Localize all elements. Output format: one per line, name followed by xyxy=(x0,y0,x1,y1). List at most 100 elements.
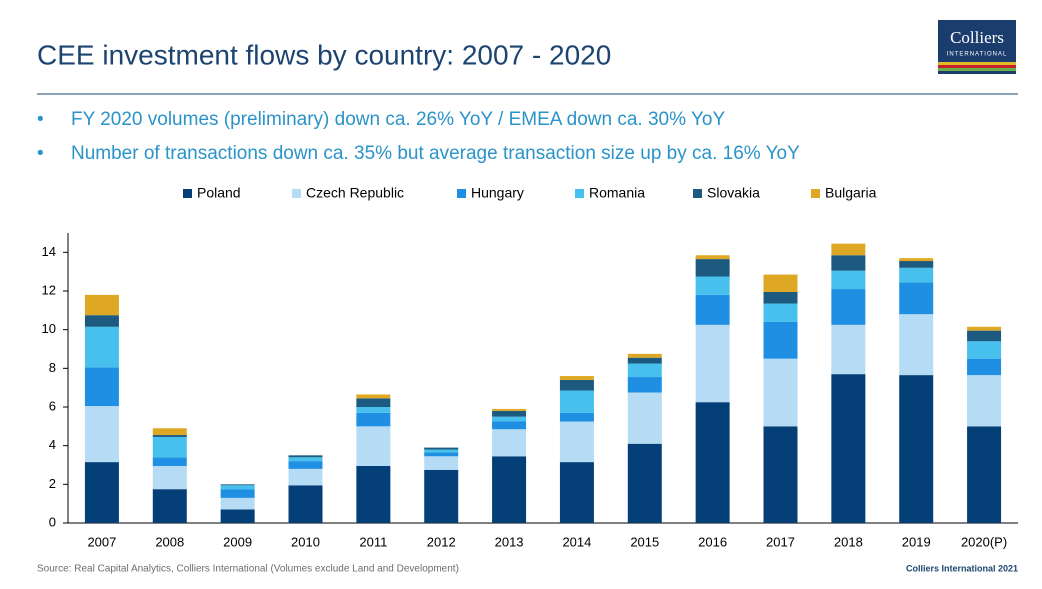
x-tick-label: 2015 xyxy=(630,534,659,549)
bar-segment xyxy=(695,402,730,523)
bar-segment xyxy=(695,324,730,403)
bar-segment xyxy=(424,452,459,457)
bar-segment xyxy=(288,461,323,469)
x-tick-label: 2010 xyxy=(291,534,320,549)
y-tick-label: 4 xyxy=(49,437,56,452)
bar-segment xyxy=(831,289,866,325)
y-tick-label: 2 xyxy=(49,476,56,491)
x-tick-label: 2017 xyxy=(766,534,795,549)
bar-segment xyxy=(627,443,662,523)
bar-segment xyxy=(288,485,323,523)
bar-segment xyxy=(356,465,391,523)
bar-segment xyxy=(152,428,187,436)
legend-label: Poland xyxy=(197,185,241,201)
y-tick-label: 0 xyxy=(49,514,56,529)
x-tick-label: 2011 xyxy=(359,534,387,549)
bar-segment xyxy=(356,398,391,407)
bar-segment xyxy=(967,330,1002,342)
legend-label: Bulgaria xyxy=(825,185,877,201)
logo: Colliers INTERNATIONAL xyxy=(938,20,1016,74)
bar-segment xyxy=(84,326,119,368)
bar-segment xyxy=(492,408,527,411)
slide-title: CEE investment flows by country: 2007 - … xyxy=(37,39,611,70)
source-note: Source: Real Capital Analytics, Colliers… xyxy=(37,564,459,575)
legend-swatch xyxy=(693,189,702,198)
legend-swatch xyxy=(457,189,466,198)
bar-segment xyxy=(84,462,119,523)
bar-segment xyxy=(695,259,730,277)
bar-segment xyxy=(220,509,255,523)
bar-segment xyxy=(84,367,119,407)
bar-segment xyxy=(559,379,594,391)
legend-swatch xyxy=(811,189,820,198)
bar-segment xyxy=(424,456,459,470)
bar-segment xyxy=(763,358,798,427)
bar-segment xyxy=(831,324,866,375)
x-tick-label: 2018 xyxy=(834,534,863,549)
legend-label: Slovakia xyxy=(707,185,760,201)
bullet-dot: • xyxy=(37,143,44,164)
logo-stripe xyxy=(938,62,1016,65)
y-tick-label: 10 xyxy=(42,321,56,336)
x-tick-label: 2009 xyxy=(223,534,252,549)
logo-subtext: INTERNATIONAL xyxy=(947,52,1008,58)
bar-segment xyxy=(84,315,119,327)
bar-segment xyxy=(899,261,934,268)
bar-segment xyxy=(899,282,934,315)
x-tick-label: 2012 xyxy=(427,534,456,549)
copyright: Colliers International 2021 xyxy=(906,563,1018,573)
bar-segment xyxy=(967,358,1002,376)
legend-label: Romania xyxy=(589,185,645,201)
bar-segment xyxy=(899,267,934,283)
legend-swatch xyxy=(183,189,192,198)
legend-swatch xyxy=(575,189,584,198)
bar-segment xyxy=(424,447,459,450)
bar-segment xyxy=(559,412,594,422)
bar-segment xyxy=(559,462,594,523)
bar-segment xyxy=(695,255,730,260)
legend-label: Hungary xyxy=(471,185,524,201)
bar-segment xyxy=(84,406,119,463)
bar-segment xyxy=(559,390,594,413)
logo-stripe xyxy=(938,68,1016,71)
bar-segment xyxy=(899,258,934,262)
bar-segment xyxy=(288,457,323,462)
bar-segment xyxy=(627,363,662,378)
bar-segment xyxy=(763,291,798,304)
bar-segment xyxy=(152,489,187,523)
bar-segment xyxy=(152,435,187,437)
bar-segment xyxy=(220,497,255,510)
x-tick-label: 2014 xyxy=(562,534,591,549)
bar-segment xyxy=(899,375,934,523)
bar-segment xyxy=(356,426,391,466)
bar-segment xyxy=(356,412,391,427)
bar-segment xyxy=(831,255,866,271)
bar-segment xyxy=(763,321,798,359)
y-tick-label: 8 xyxy=(49,360,56,375)
bar-segment xyxy=(220,489,255,498)
bar-segment xyxy=(492,456,527,523)
bar-segment xyxy=(627,377,662,393)
bar-segment xyxy=(627,357,662,364)
bar-segment xyxy=(288,455,323,458)
bar-segment xyxy=(152,457,187,466)
legend-swatch xyxy=(292,189,301,198)
bullet-dot: • xyxy=(37,109,44,130)
bar-segment xyxy=(492,416,527,422)
bar-segment xyxy=(899,314,934,376)
bar-segment xyxy=(559,376,594,380)
bar-segment xyxy=(492,429,527,457)
bar-segment xyxy=(220,485,255,490)
x-tick-label: 2016 xyxy=(698,534,727,549)
bar-segment xyxy=(424,449,459,453)
bar-segment xyxy=(763,274,798,292)
bar-segment xyxy=(220,484,255,486)
bar-segment xyxy=(492,410,527,417)
bar-segment xyxy=(763,303,798,322)
y-tick-label: 12 xyxy=(42,282,56,297)
bar-segment xyxy=(627,392,662,444)
logo-stripe xyxy=(938,65,1016,68)
bar-segment xyxy=(967,326,1002,331)
y-tick-label: 6 xyxy=(49,398,56,413)
